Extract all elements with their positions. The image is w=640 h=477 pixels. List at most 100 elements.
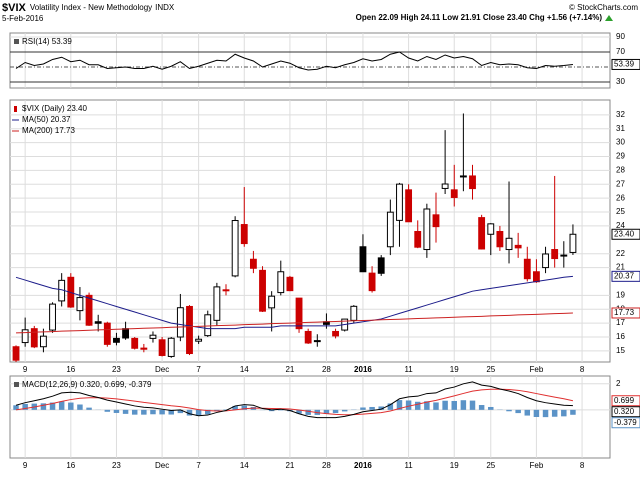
legend-label: MA(200) 17.73	[22, 126, 75, 135]
y-tick-label: 29	[616, 152, 625, 161]
candle-body	[286, 276, 294, 292]
histogram-bar	[524, 409, 531, 416]
header-line: $VIX Volatility Index - New Methodology IN…	[2, 2, 175, 14]
value-box-label: 0.320	[614, 407, 635, 416]
exchange: INDX	[155, 3, 175, 12]
credit: © StockCharts.com	[569, 3, 638, 12]
candle-body	[30, 328, 38, 348]
x-tick-label: 16	[66, 461, 75, 470]
value-box	[611, 270, 640, 282]
histogram-bar	[241, 405, 248, 410]
x-tick-label: Feb	[530, 461, 544, 470]
histogram-bar	[177, 409, 184, 414]
panel-title: RSI(14) 53.39	[22, 37, 72, 46]
histogram-bar	[451, 400, 457, 410]
candle-body	[450, 189, 458, 198]
value-box	[611, 406, 640, 418]
histogram-bar	[460, 400, 467, 410]
histogram-bar	[469, 400, 476, 410]
histogram-bar	[369, 406, 375, 410]
candle-body	[313, 340, 321, 343]
histogram-bar	[360, 407, 366, 410]
histogram-bar	[186, 409, 193, 416]
candle-body	[113, 337, 120, 343]
quote: Open 22.09 High 24.11 Low 21.91 Close 23…	[356, 13, 603, 22]
candle-body	[432, 214, 440, 228]
histogram-bar	[488, 406, 494, 410]
candle-body	[204, 314, 212, 337]
histogram-bar	[232, 405, 238, 410]
candle-body	[551, 249, 559, 260]
histogram-bar	[58, 401, 65, 410]
value-box-label: 23.40	[614, 229, 635, 238]
candle-body	[560, 254, 568, 257]
line	[15, 388, 574, 416]
y-tick-label: 31	[616, 124, 625, 133]
y-tick-label: 27	[616, 179, 625, 188]
candle-body	[487, 223, 495, 235]
histogram-bar	[68, 402, 74, 410]
candle-body	[359, 246, 367, 273]
x-tick-label: 14	[240, 461, 249, 470]
histogram-bar	[414, 401, 421, 410]
candle-body	[332, 330, 339, 337]
value-box-label: 17.73	[614, 308, 635, 317]
legend-swatch	[14, 106, 17, 112]
y-tick-label: 30	[616, 77, 625, 86]
up-arrow	[605, 15, 613, 21]
x-tick-label: 11	[404, 461, 413, 470]
histogram-bar	[341, 409, 348, 412]
value-box-label: 20.37	[614, 271, 635, 280]
histogram-bar	[570, 409, 576, 415]
histogram-bar	[278, 409, 284, 411]
candle-body	[213, 286, 221, 321]
y-tick-label: 2	[616, 379, 621, 388]
candle-body	[295, 297, 303, 330]
candle-body	[386, 211, 394, 248]
candle-body	[222, 289, 230, 292]
candle-body	[569, 233, 577, 253]
histogram-bar	[77, 404, 83, 410]
y-tick-label: 30	[616, 138, 625, 147]
candle-body	[85, 294, 93, 326]
panel	[9, 32, 611, 89]
candle-body	[268, 295, 276, 309]
x-tick-label: 7	[196, 365, 201, 374]
candle-body	[103, 322, 111, 345]
line	[15, 275, 573, 330]
y-tick-label: 17	[616, 318, 625, 327]
value-box	[611, 58, 640, 70]
candle-body	[377, 257, 385, 274]
value-box	[611, 228, 640, 240]
candle-body	[414, 230, 422, 248]
y-tick-label: 90	[616, 32, 625, 41]
candle-body	[39, 335, 47, 348]
legend-swatch	[14, 39, 19, 44]
candle-body	[259, 269, 266, 312]
histogram-bar	[542, 409, 549, 418]
y-tick-label: 70	[616, 47, 625, 56]
x-tick-label: 28	[322, 461, 331, 470]
y-tick-label: 19	[616, 290, 625, 299]
candle-body	[94, 321, 102, 324]
histogram-bar	[478, 405, 485, 410]
x-tick-label: Feb	[530, 365, 544, 374]
candle-body	[131, 337, 139, 349]
legend-label: $VIX (Daily) 23.40	[22, 104, 87, 113]
histogram-bar	[268, 409, 275, 412]
panel-title: MACD(12,26,9) 0.320, 0.699, -0.379	[22, 380, 152, 389]
candle-body	[478, 217, 486, 250]
line	[15, 51, 573, 71]
x-tick-label: 28	[322, 365, 331, 374]
histogram-bar	[168, 409, 174, 415]
histogram-bar	[323, 409, 330, 414]
candle-body	[249, 258, 257, 269]
line	[15, 381, 573, 419]
histogram-bar	[515, 409, 521, 414]
candle-body	[149, 334, 157, 339]
histogram-bar	[378, 406, 384, 410]
x-tick-label: 16	[66, 365, 75, 374]
histogram-bar	[424, 401, 430, 410]
histogram-bar	[506, 409, 512, 412]
